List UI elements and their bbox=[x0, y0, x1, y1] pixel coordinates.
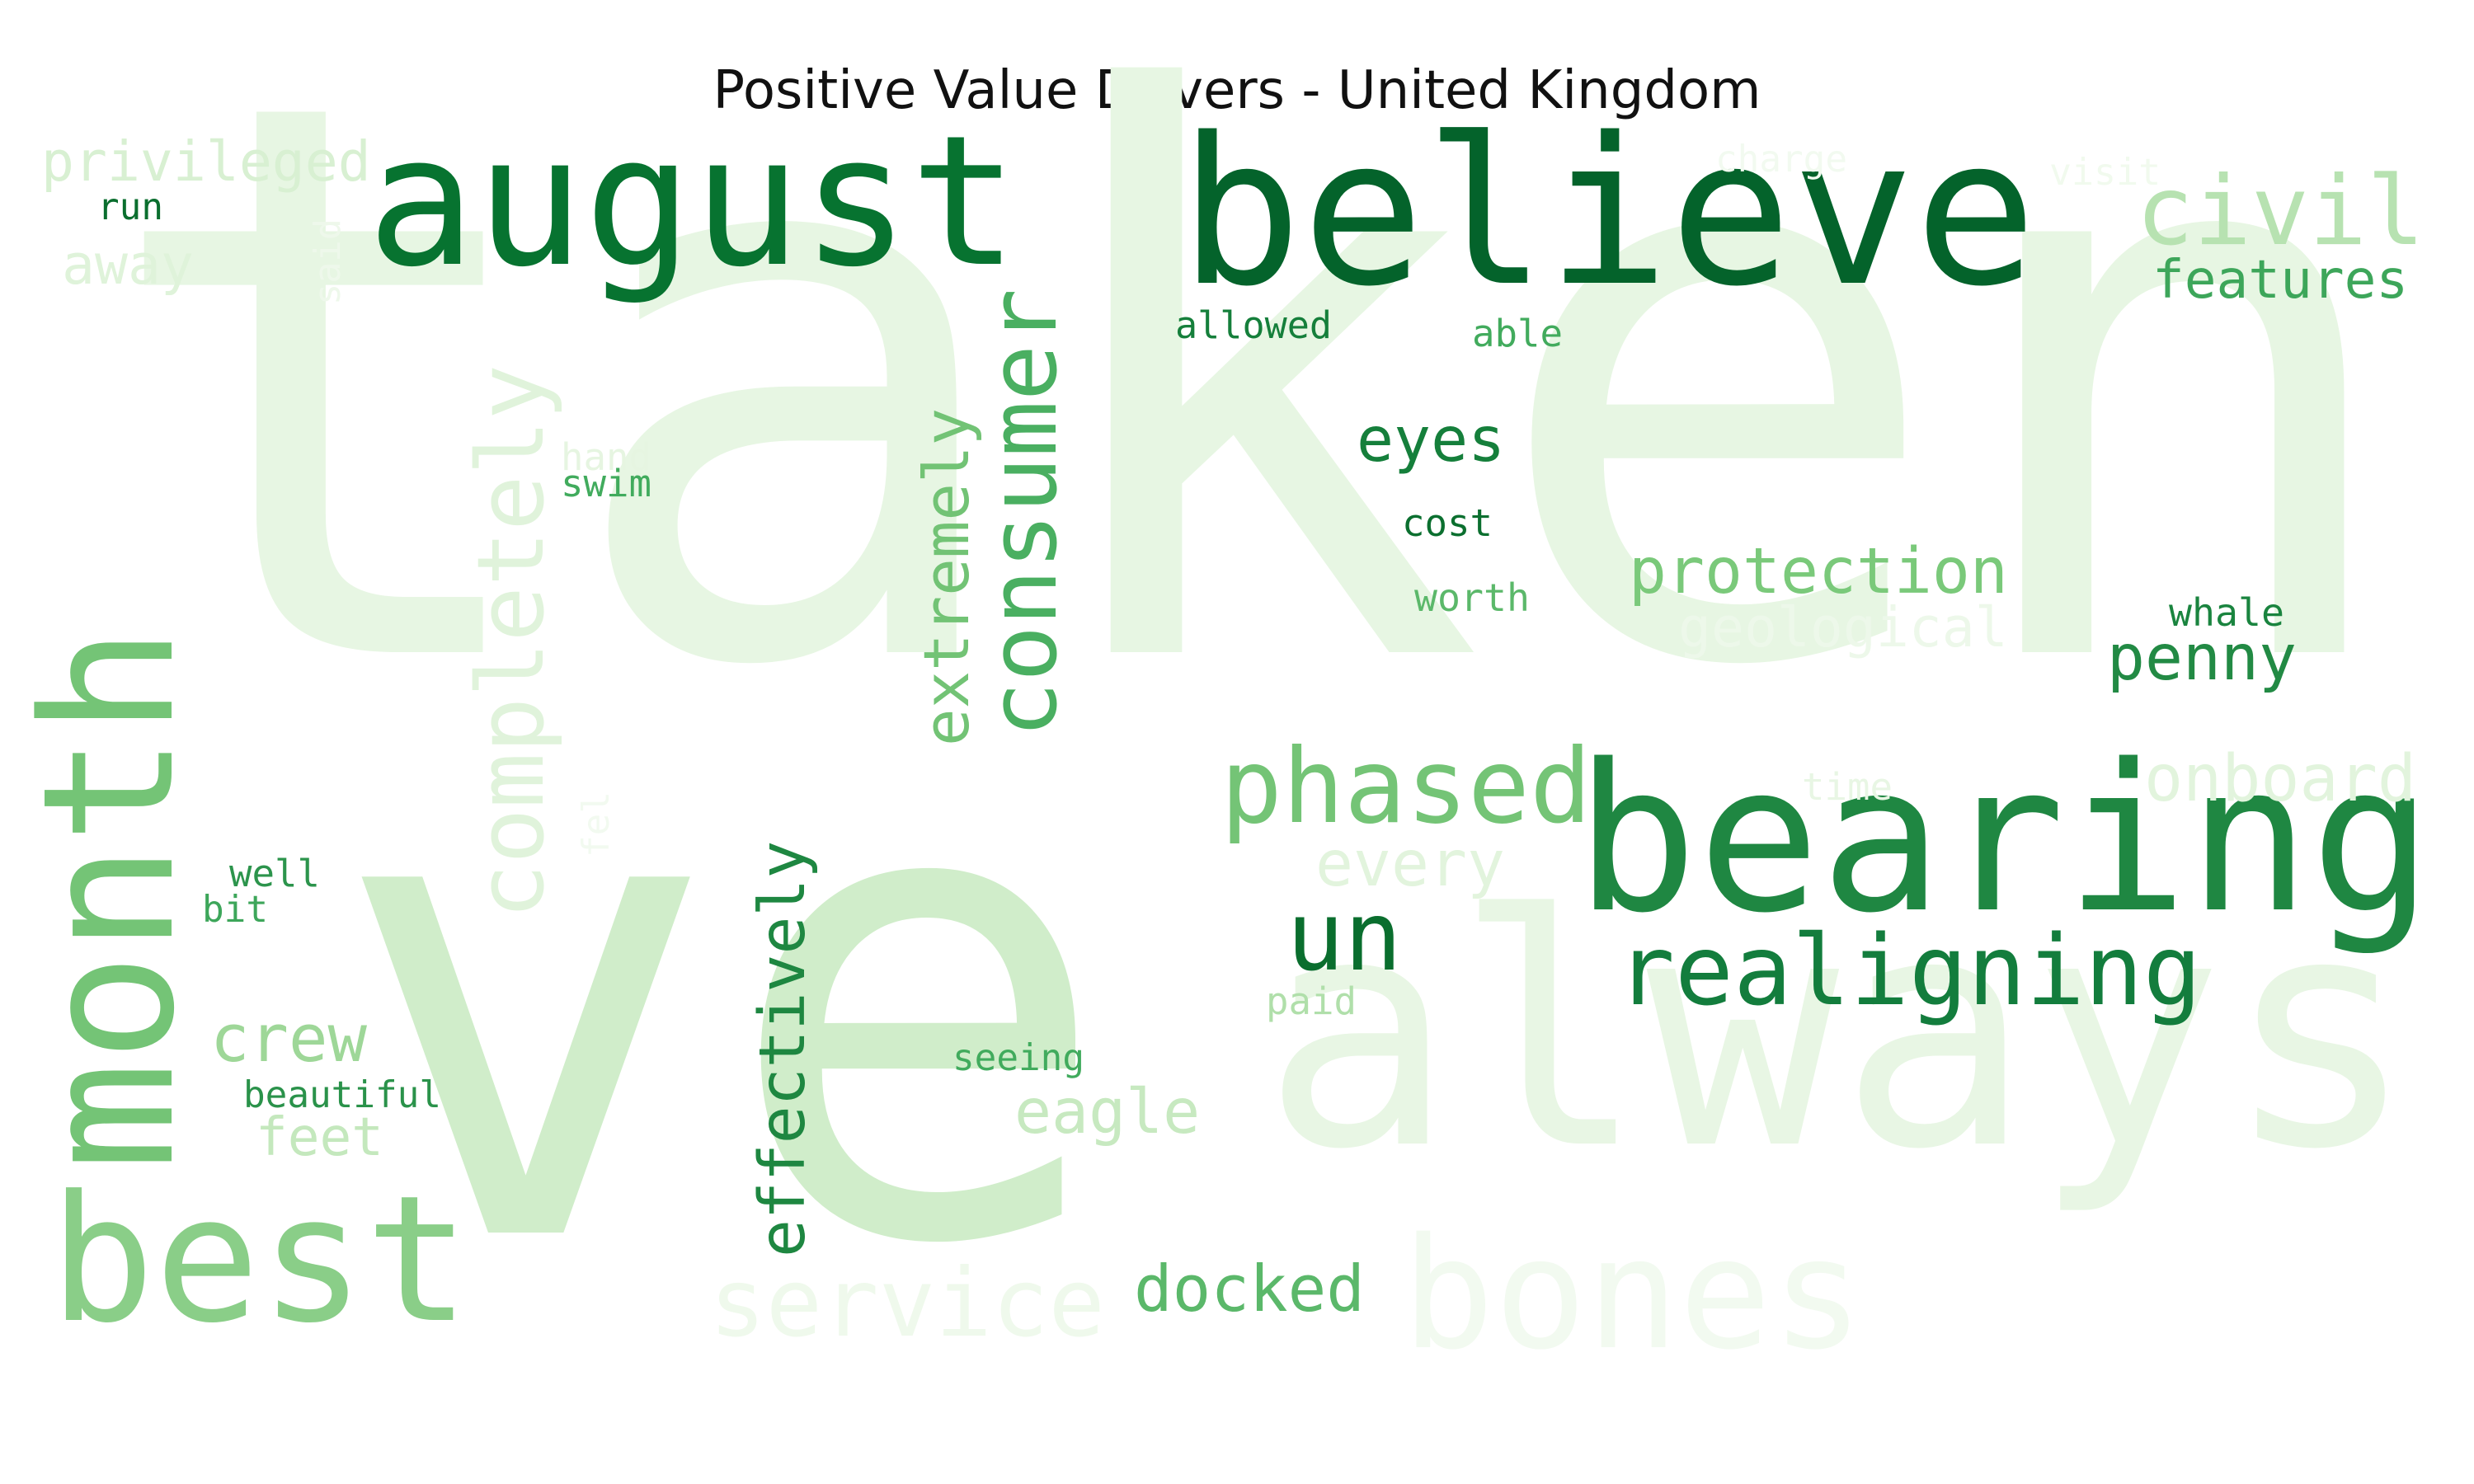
word-docked: docked bbox=[1134, 1252, 1365, 1327]
word-run: run bbox=[97, 186, 164, 229]
word-whale: whale bbox=[2169, 589, 2284, 635]
word-consumer: consumer bbox=[968, 288, 1078, 738]
word-protection: protection bbox=[1629, 535, 2008, 609]
word-features: features bbox=[2152, 249, 2409, 312]
word-service: service bbox=[709, 1248, 1105, 1359]
word-penny: penny bbox=[2107, 622, 2297, 696]
word-beautiful: beautiful bbox=[243, 1074, 442, 1117]
word-every: every bbox=[1315, 828, 1505, 902]
word-paid: paid bbox=[1266, 979, 1357, 1023]
word-phased: phased bbox=[1221, 726, 1592, 847]
word-charge: charge bbox=[1715, 139, 1848, 181]
word-eyes: eyes bbox=[1357, 403, 1506, 476]
word-effectively: effectively bbox=[745, 840, 820, 1257]
word-civil: civil bbox=[2136, 156, 2425, 268]
word-feet: feet bbox=[256, 1106, 384, 1169]
word-taken: taken bbox=[95, 0, 2413, 834]
word-eagle: eagle bbox=[1014, 1075, 1201, 1148]
word-visit: visit bbox=[2049, 149, 2161, 194]
word-allowed: allowed bbox=[1175, 303, 1333, 347]
word-seeing: seeing bbox=[952, 1037, 1085, 1080]
word-bones: bones bbox=[1402, 1204, 1864, 1383]
word-realigning: realigning bbox=[1616, 913, 2202, 1027]
word-said: said bbox=[308, 218, 350, 305]
word-un: un bbox=[1286, 881, 1403, 993]
word-believe: believe bbox=[1179, 94, 2038, 331]
word-privileged: privileged bbox=[41, 129, 371, 195]
word-extremely: extremely bbox=[910, 407, 984, 746]
chart-title: Positive Value Drivers - United Kingdom bbox=[713, 60, 1761, 121]
word-geological: geological bbox=[1678, 595, 2008, 660]
word-always: always bbox=[1262, 848, 2417, 1220]
word-fel: fel bbox=[576, 791, 618, 857]
word-ve: ve bbox=[330, 628, 1114, 1387]
word-worth: worth bbox=[1414, 575, 1530, 620]
word-cost: cost bbox=[1402, 500, 1493, 545]
word-well: well bbox=[229, 851, 321, 895]
word-august: august bbox=[367, 96, 1018, 307]
word-crew: crew bbox=[210, 1000, 367, 1077]
word-best: best bbox=[49, 1157, 471, 1361]
word-swim: swim bbox=[561, 461, 652, 505]
word-hand: hand bbox=[561, 434, 652, 479]
word-time: time bbox=[1802, 764, 1893, 809]
word-bit: bit bbox=[202, 889, 269, 932]
word-away: away bbox=[62, 232, 194, 298]
word-completely: completely bbox=[457, 364, 565, 919]
word-bearing: bearing bbox=[1575, 721, 2434, 958]
word-month: month bbox=[2, 626, 214, 1171]
word-onboard: onboard bbox=[2144, 740, 2416, 816]
word-able: able bbox=[1472, 311, 1564, 355]
